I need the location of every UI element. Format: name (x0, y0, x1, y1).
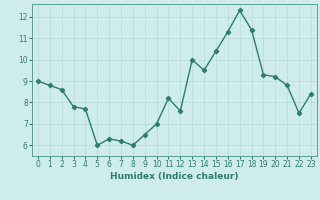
X-axis label: Humidex (Indice chaleur): Humidex (Indice chaleur) (110, 172, 239, 181)
